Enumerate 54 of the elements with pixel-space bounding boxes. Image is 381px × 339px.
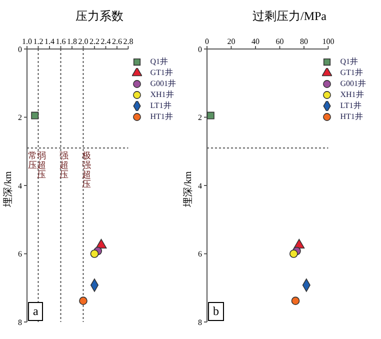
- y-axis-title: 埋深/km: [183, 170, 195, 209]
- x-tick-label: 1.0: [22, 37, 32, 46]
- x-tick-label: 2.4: [100, 37, 111, 46]
- annotation: a: [28, 302, 44, 321]
- x-tick-label: 2.2: [89, 37, 100, 46]
- x-tick-label: 0: [205, 37, 209, 46]
- x-tick-label: 1.4: [44, 37, 54, 46]
- point: [207, 112, 214, 120]
- legend-label: G001井: [340, 78, 366, 89]
- annotation: 强超压: [60, 150, 69, 180]
- y-axis-title: 埋深/km: [3, 170, 15, 209]
- legend-label: HT1井: [150, 111, 173, 122]
- x-tick-label: 2.8: [123, 37, 134, 46]
- y-tick-label: 2: [18, 113, 22, 122]
- point: [289, 250, 298, 258]
- x-tick-label: 2.0: [78, 37, 88, 46]
- legend-label: HT1井: [340, 111, 363, 122]
- annotation: 极强超压: [81, 150, 92, 190]
- legend-label: LT1井: [150, 100, 172, 111]
- y-tick-label: 6: [18, 250, 22, 259]
- y-tick-label: 2: [198, 113, 202, 122]
- y-tick-label: 4: [198, 181, 202, 190]
- x-tick-label: 1.8: [66, 37, 77, 46]
- y-tick-label: 4: [18, 181, 22, 190]
- annotation: b: [208, 302, 224, 321]
- legend-label: G001井: [150, 78, 176, 89]
- point: [79, 296, 88, 306]
- legend-label: XH1井: [150, 89, 174, 100]
- x-tick-label: 1.2: [33, 37, 44, 46]
- legend-label: XH1井: [340, 89, 364, 100]
- x-tick-label: 20: [227, 37, 236, 46]
- legend-label: GT1井: [150, 67, 173, 78]
- x-tick-label: 2.6: [112, 37, 122, 46]
- annotation: 弱超压: [37, 150, 46, 180]
- y-tick-label: 8: [198, 318, 202, 327]
- point: [291, 296, 300, 306]
- x-tick-label: 80: [300, 37, 308, 46]
- y-tick-label: 0: [18, 44, 22, 54]
- x-tick-label: 60: [276, 37, 284, 46]
- annotation: 常压: [28, 150, 38, 170]
- legend-label: Q1井: [150, 56, 168, 67]
- point: [31, 112, 39, 120]
- chart-title: 过剩压力/MPa: [251, 8, 328, 25]
- y-tick-label: 0: [198, 44, 202, 54]
- chart-title: 压力系数: [74, 8, 124, 25]
- x-tick-label: 40: [251, 37, 260, 46]
- y-tick-label: 8: [18, 318, 22, 327]
- legend-label: Q1井: [340, 56, 358, 67]
- legend-label: LT1井: [340, 100, 362, 111]
- x-tick-label: 100: [322, 37, 334, 46]
- point: [90, 250, 99, 258]
- x-tick-label: 1.6: [56, 37, 66, 46]
- legend-label: GT1井: [340, 67, 363, 78]
- y-tick-label: 6: [198, 250, 202, 259]
